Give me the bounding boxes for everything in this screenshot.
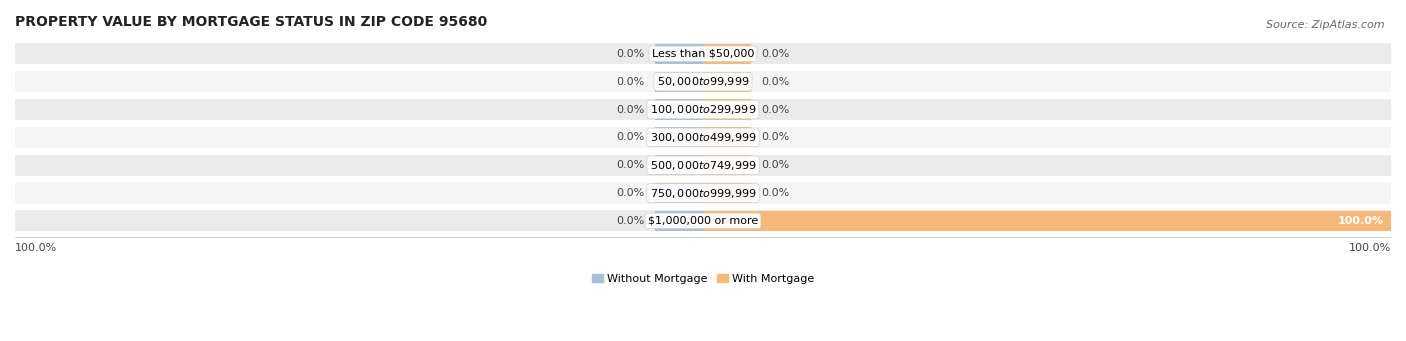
Text: $500,000 to $749,999: $500,000 to $749,999 (650, 159, 756, 172)
Text: Less than $50,000: Less than $50,000 (652, 49, 754, 59)
Bar (655, 211, 703, 231)
Legend: Without Mortgage, With Mortgage: Without Mortgage, With Mortgage (588, 269, 818, 288)
Bar (655, 100, 703, 120)
Text: $100,000 to $299,999: $100,000 to $299,999 (650, 103, 756, 116)
Bar (655, 44, 703, 64)
Text: 0.0%: 0.0% (762, 104, 790, 115)
Bar (655, 72, 703, 92)
Bar (655, 155, 703, 175)
Text: 0.0%: 0.0% (616, 49, 644, 59)
Text: 100.0%: 100.0% (1339, 216, 1384, 226)
Text: 0.0%: 0.0% (762, 160, 790, 170)
Bar (703, 100, 751, 120)
Bar (703, 44, 751, 64)
Text: $1,000,000 or more: $1,000,000 or more (648, 216, 758, 226)
Text: 0.0%: 0.0% (762, 188, 790, 198)
Bar (703, 72, 751, 92)
Text: 0.0%: 0.0% (762, 49, 790, 59)
Bar (15, 127, 1391, 148)
Text: 100.0%: 100.0% (15, 242, 58, 253)
Bar (15, 99, 1391, 120)
Bar (15, 71, 1391, 92)
Text: Source: ZipAtlas.com: Source: ZipAtlas.com (1267, 20, 1385, 30)
Bar (703, 183, 751, 203)
Text: 0.0%: 0.0% (616, 132, 644, 142)
Text: $300,000 to $499,999: $300,000 to $499,999 (650, 131, 756, 144)
Bar (703, 127, 751, 147)
Text: 0.0%: 0.0% (762, 132, 790, 142)
Bar (655, 183, 703, 203)
Text: $50,000 to $99,999: $50,000 to $99,999 (657, 75, 749, 88)
Bar (703, 155, 751, 175)
Text: 0.0%: 0.0% (616, 104, 644, 115)
Text: 0.0%: 0.0% (616, 188, 644, 198)
Text: 0.0%: 0.0% (616, 77, 644, 87)
Bar (15, 43, 1391, 64)
Bar (15, 210, 1391, 232)
Text: 0.0%: 0.0% (616, 216, 644, 226)
Bar (15, 182, 1391, 204)
Text: 0.0%: 0.0% (616, 160, 644, 170)
Bar (655, 127, 703, 147)
Bar (703, 211, 1391, 231)
Bar (15, 154, 1391, 176)
Text: PROPERTY VALUE BY MORTGAGE STATUS IN ZIP CODE 95680: PROPERTY VALUE BY MORTGAGE STATUS IN ZIP… (15, 15, 488, 29)
Text: 100.0%: 100.0% (1348, 242, 1391, 253)
Text: 0.0%: 0.0% (762, 77, 790, 87)
Text: $750,000 to $999,999: $750,000 to $999,999 (650, 187, 756, 199)
